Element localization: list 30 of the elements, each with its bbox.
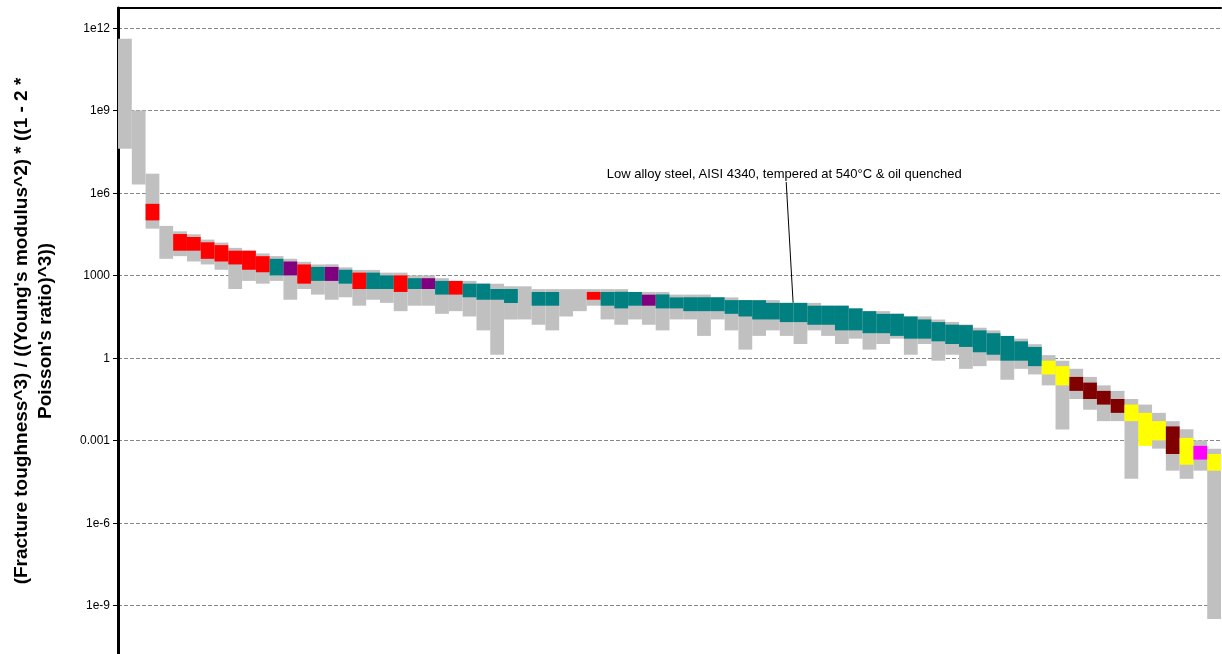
bar bbox=[1193, 445, 1208, 460]
bar bbox=[421, 278, 436, 289]
annotation: Low alloy steel, AISI 4340, tempered at 540°C & oil quenched bbox=[606, 165, 962, 181]
bar bbox=[324, 266, 339, 281]
y-tick-label: 1e12 bbox=[83, 20, 111, 35]
bar bbox=[352, 272, 367, 289]
bar bbox=[1165, 426, 1180, 454]
y-tick-label: 1e-6 bbox=[85, 515, 111, 530]
bar bbox=[1179, 437, 1194, 465]
y-axis-title: (Fracture toughness^3) / ((Young's modulus^2) * ((1 - 2 * Poisson's ratio)^3)) bbox=[9, 77, 55, 585]
bar bbox=[269, 258, 284, 276]
bar bbox=[1207, 448, 1221, 619]
bar bbox=[435, 280, 449, 295]
bar bbox=[641, 294, 656, 306]
y-tick-label: 1e9 bbox=[89, 103, 111, 118]
bar bbox=[297, 264, 312, 284]
y-tick-label: 1e-9 bbox=[85, 598, 111, 613]
bar bbox=[448, 280, 463, 295]
y-tick-label: 1000 bbox=[83, 268, 111, 283]
bar bbox=[145, 203, 160, 221]
bar bbox=[407, 278, 422, 289]
bar bbox=[1207, 454, 1221, 471]
bar bbox=[283, 261, 298, 276]
bar bbox=[311, 266, 325, 281]
y-tick-label: 1 bbox=[103, 350, 111, 365]
bar bbox=[586, 291, 601, 300]
bar bbox=[393, 275, 408, 292]
y-tick-label: 0.001 bbox=[79, 433, 111, 448]
bar bbox=[338, 269, 353, 284]
y-tick-label: 1e6 bbox=[89, 185, 111, 200]
